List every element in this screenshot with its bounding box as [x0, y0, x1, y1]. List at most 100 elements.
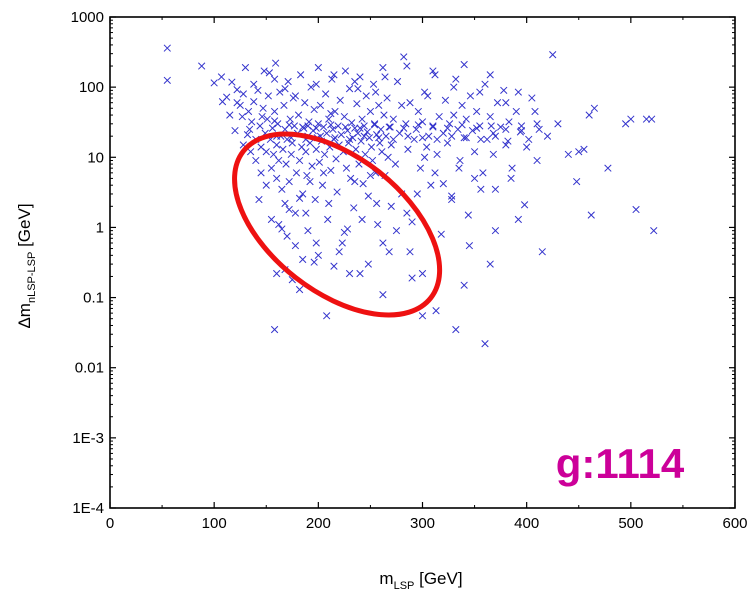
data-point [383, 94, 391, 102]
data-point [525, 135, 533, 144]
data-point [295, 156, 304, 165]
data-point [331, 134, 339, 142]
data-point [460, 60, 468, 69]
data-point [315, 158, 324, 166]
data-point [379, 239, 387, 247]
data-point [425, 132, 433, 140]
data-point [314, 120, 322, 128]
data-point [334, 122, 342, 130]
data-point [590, 104, 599, 112]
data-point [379, 291, 387, 299]
data-point [267, 164, 276, 172]
x-tick-label: 0 [106, 515, 114, 532]
data-point [439, 129, 447, 137]
data-point [292, 169, 301, 177]
data-point [163, 76, 171, 84]
data-point [491, 132, 500, 140]
data-point [385, 123, 393, 131]
data-point [382, 132, 390, 140]
data-point [358, 115, 366, 123]
data-point [465, 241, 474, 250]
data-point [273, 269, 281, 278]
data-point [377, 125, 385, 134]
data-point [360, 122, 368, 130]
data-point [387, 202, 395, 210]
data-point [284, 77, 292, 86]
data-point [486, 112, 494, 121]
data-point [252, 156, 260, 165]
data-point [325, 199, 333, 208]
data-point [395, 129, 404, 137]
data-point [508, 164, 516, 172]
data-point [431, 71, 439, 79]
data-point [373, 131, 381, 139]
data-point [345, 269, 354, 278]
data-point [340, 112, 349, 121]
data-point [244, 107, 253, 116]
data-point [312, 145, 320, 153]
data-point [489, 150, 497, 159]
data-point [283, 232, 291, 240]
data-point [336, 96, 344, 104]
data-point [351, 177, 359, 186]
data-point [283, 135, 291, 144]
data-point [491, 185, 500, 193]
data-point [359, 180, 367, 188]
data-point [408, 274, 416, 282]
data-point [514, 215, 522, 224]
data-point [258, 112, 266, 121]
data-point [265, 69, 274, 77]
data-point [245, 125, 254, 134]
data-point [231, 126, 239, 135]
data-point [429, 123, 437, 131]
data-point [354, 85, 362, 93]
data-point [263, 115, 271, 123]
data-point [543, 132, 552, 140]
data-point [423, 143, 431, 151]
data-point [256, 122, 264, 130]
data-point [481, 80, 489, 88]
data-point [273, 141, 281, 149]
data-point [198, 62, 206, 70]
data-point [362, 92, 370, 100]
data-point [448, 192, 456, 200]
y-axis-label: ΔmnLSP-LSP [GeV] [15, 203, 38, 328]
data-point [374, 220, 382, 229]
data-point [491, 226, 500, 235]
data-point [398, 101, 406, 110]
data-point [238, 112, 246, 121]
data-point [414, 107, 422, 116]
data-point [450, 111, 458, 119]
data-point [312, 239, 320, 247]
data-point [250, 80, 258, 88]
data-point [320, 150, 329, 159]
data-point [412, 125, 420, 134]
data-point [335, 248, 343, 256]
data-point [432, 307, 440, 315]
data-point [406, 248, 414, 256]
data-point [270, 75, 279, 83]
data-point [345, 85, 354, 93]
data-point [385, 248, 393, 256]
data-point [360, 132, 368, 140]
data-point [410, 135, 418, 144]
data-point [507, 174, 515, 183]
data-point [312, 80, 320, 88]
data-point [375, 101, 383, 110]
data-point [420, 153, 429, 161]
data-point [554, 120, 562, 128]
data-point [627, 115, 635, 123]
y-axis-label-main: Δm [15, 303, 34, 329]
data-point [210, 79, 218, 87]
data-point [314, 63, 322, 72]
data-point [505, 118, 513, 126]
data-point [452, 325, 460, 334]
y-tick-label: 0.1 [83, 290, 104, 307]
data-point [343, 126, 352, 135]
data-point [512, 107, 520, 116]
data-point [516, 128, 525, 136]
data-point [346, 174, 355, 183]
data-point [504, 137, 512, 145]
data-point [327, 166, 335, 175]
data-point [458, 101, 466, 110]
